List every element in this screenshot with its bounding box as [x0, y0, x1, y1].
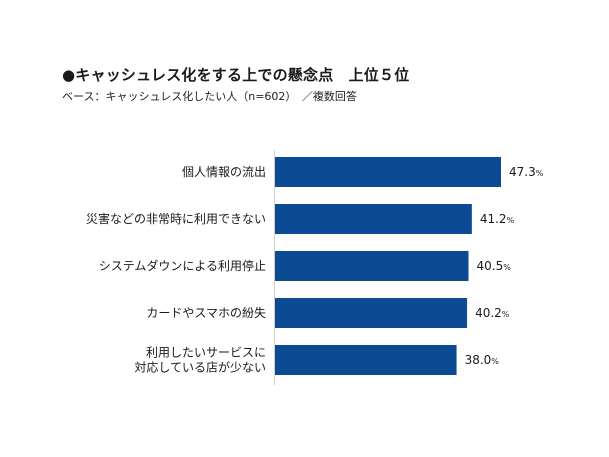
value-label-4: 40.2%	[475, 306, 510, 320]
category-label-3: システムダウンによる利用停止	[99, 258, 266, 273]
category-label-4: カードやスマホの紛失	[146, 305, 266, 320]
category-label-5: 利用したいサービスに対応している店が少ない	[134, 346, 266, 375]
category-label-1: 個人情報の流出	[182, 165, 266, 179]
chart-title: ●キャッシュレス化をする上での懸念点 上位５位	[62, 66, 410, 84]
value-label-5: 38.0%	[465, 353, 500, 367]
value-label-2: 41.2%	[480, 212, 515, 226]
chart-subtitle: ベース：キャッシュレス化したい人（n=602） ／複数回答	[62, 90, 357, 103]
bar-1	[275, 157, 501, 187]
value-label-3: 40.5%	[477, 259, 512, 273]
value-label-1: 47.3%	[509, 165, 544, 179]
bar-4	[275, 298, 468, 328]
bar-3	[275, 251, 469, 281]
bar-5	[275, 345, 457, 375]
bar-2	[275, 204, 472, 234]
category-label-2: 災害などの非常時に利用できない	[86, 211, 266, 226]
